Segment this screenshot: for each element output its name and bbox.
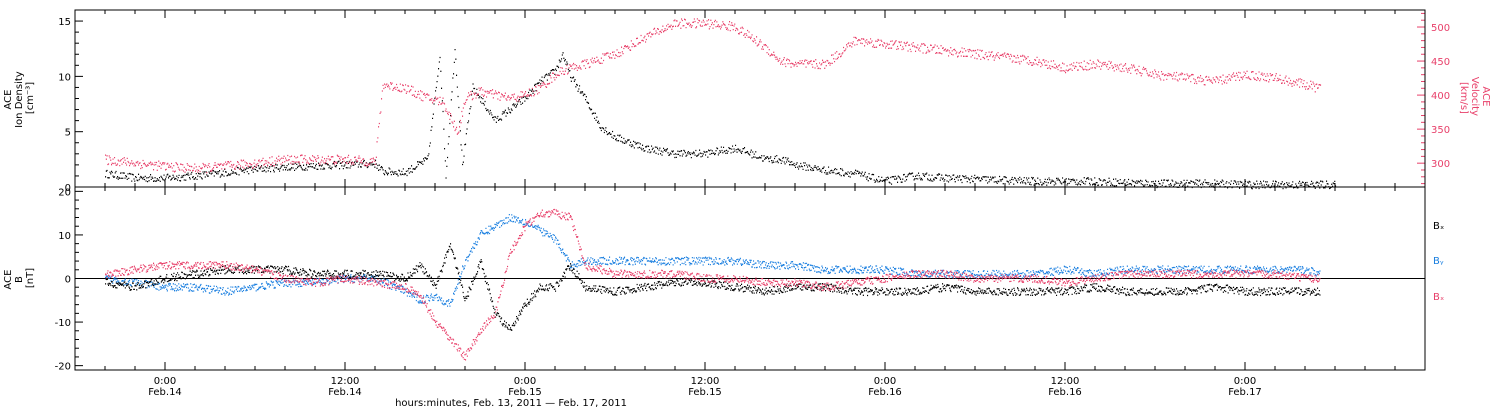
density-points xyxy=(105,48,1337,190)
x-tick-time: 0:00 xyxy=(874,376,896,387)
field-tick-label: 20 xyxy=(58,187,71,198)
velocity-tick-label: 450 xyxy=(1431,57,1450,68)
x-axis-title: hours:minutes, Feb. 13, 2011 — Feb. 17, … xyxy=(395,398,627,409)
legend-bx: Bₓ xyxy=(1433,221,1444,232)
density-tick-label: 0 xyxy=(65,183,71,194)
legend-by: Bᵧ xyxy=(1433,256,1444,267)
field-tick-label: -10 xyxy=(55,318,71,329)
x-tick-time: 0:00 xyxy=(154,376,176,387)
by-points xyxy=(105,213,1321,307)
x-tick-date: Feb.16 xyxy=(1048,387,1082,398)
x-tick-date: Feb.14 xyxy=(328,387,362,398)
x-axis-labels: 0:00Feb.1412:00Feb.140:00Feb.1512:00Feb.… xyxy=(148,376,1262,398)
bz-points xyxy=(105,208,1321,361)
bottom-panel-frame xyxy=(74,186,1426,371)
top-panel: 0 5 10 15 300 350 400 450 500 ACE Ion Density [… xyxy=(3,9,1491,194)
x-tick-time: 0:00 xyxy=(1234,376,1256,387)
density-series xyxy=(105,48,1337,190)
velocity-tick-label: 400 xyxy=(1431,91,1450,102)
bottom-panel: -20 -10 0 10 20 ACE B [nT] Bₓ Bᵧ Bₓ xyxy=(3,186,1444,373)
magnetic-field-series xyxy=(105,208,1321,361)
velocity-tick-label: 350 xyxy=(1431,125,1450,136)
x-tick-time: 0:00 xyxy=(514,376,536,387)
x-tick-date: Feb.14 xyxy=(148,387,182,398)
velocity-tick-label: 300 xyxy=(1431,159,1450,170)
bx-points xyxy=(105,243,1321,331)
x-tick-date: Feb.17 xyxy=(1228,387,1262,398)
velocity-tick-labels: 300 350 400 450 500 xyxy=(1431,23,1450,170)
x-tick-time: 12:00 xyxy=(1051,376,1080,387)
top-panel-ticks xyxy=(75,9,1426,188)
velocity-points xyxy=(105,18,1322,174)
density-axis-title: ACE Ion Density [cm⁻³] xyxy=(3,68,36,128)
x-tick-time: 12:00 xyxy=(691,376,720,387)
field-tick-label: 10 xyxy=(58,231,71,242)
field-tick-labels: -20 -10 0 10 20 xyxy=(55,187,71,372)
x-tick-date: Feb.15 xyxy=(688,387,722,398)
density-tick-labels: 0 5 10 15 xyxy=(58,17,71,194)
velocity-tick-label: 500 xyxy=(1431,23,1450,34)
density-tick-label: 10 xyxy=(58,72,71,83)
field-tick-label: -20 xyxy=(55,362,71,373)
velocity-axis-title: ACE Velocity [km/s] xyxy=(1458,77,1491,119)
velocity-series xyxy=(105,18,1322,174)
x-tick-date: Feb.16 xyxy=(868,387,902,398)
legend-bz: Bₓ xyxy=(1433,292,1444,303)
x-tick-date: Feb.15 xyxy=(508,387,542,398)
field-tick-label: 0 xyxy=(65,275,71,286)
density-tick-label: 15 xyxy=(58,17,71,28)
x-tick-time: 12:00 xyxy=(331,376,360,387)
density-tick-label: 5 xyxy=(65,128,71,139)
field-axis-title: ACE B [nT] xyxy=(3,266,36,289)
